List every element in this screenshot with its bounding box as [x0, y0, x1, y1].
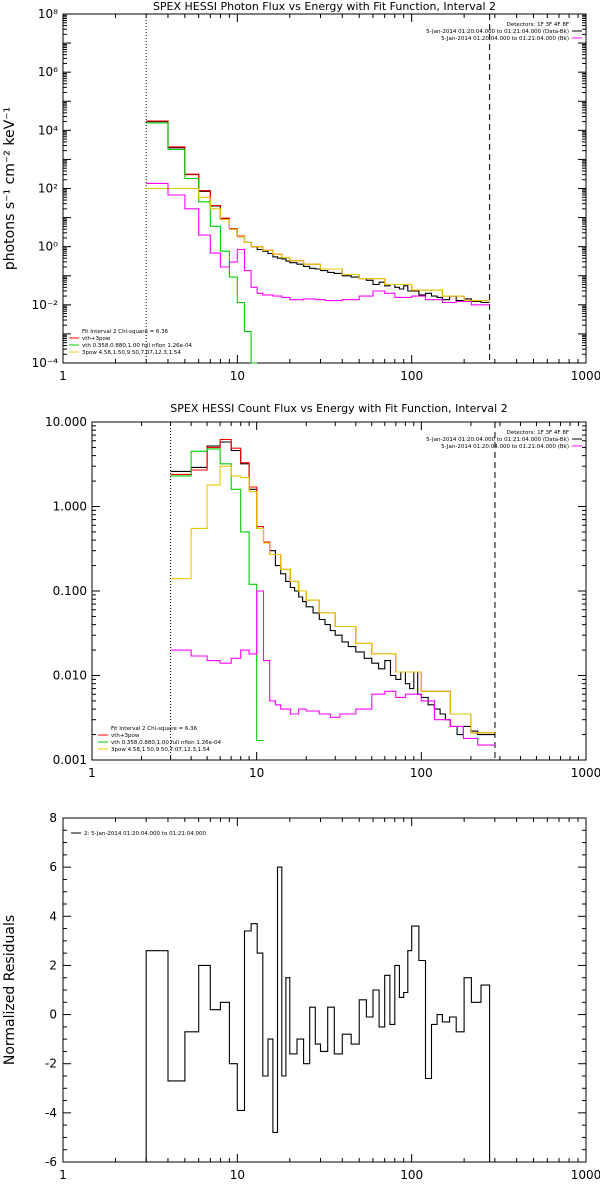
y-tick-label: 10.000 [45, 415, 87, 429]
x-tick-label: 100 [400, 369, 423, 383]
photon-flux-panel: SPEX HESSI Photon Flux vs Energy with Fi… [2, 0, 600, 383]
plot-frame [62, 817, 587, 1163]
x-tick-label: 100 [410, 766, 433, 780]
y-tick-label: 10⁻² [32, 298, 59, 312]
legend-entry: vth 0.358,0.880,1.00 full nflon 1.26e-04 [82, 343, 193, 349]
x-tick-label: 1000 [571, 766, 600, 780]
series-0-histogram [170, 441, 495, 736]
legend-entry: 2: 5-Jan-2014 01:20:04.000 to 01:21:04.0… [84, 831, 207, 837]
legend-entry: Fit Interval 2 Chi-square = 6.36 [111, 726, 198, 732]
y-tick-label: 0.001 [53, 753, 87, 767]
y-tick-label: 4 [49, 909, 57, 923]
y-tick-label: 10⁶ [38, 65, 58, 79]
plot-frame [91, 421, 587, 761]
y-axis-label: Normalized Residuals [2, 915, 18, 1065]
x-tick-label: 10 [249, 766, 264, 780]
series-3-histogram [170, 465, 495, 734]
legend-entry: 5-Jan-2014 01:20:04.000 to 01:21:04.000 … [426, 437, 569, 443]
series-3-histogram [146, 187, 490, 302]
y-tick-label: -2 [45, 1057, 57, 1071]
series-4-histogram [146, 182, 490, 306]
series-1-histogram [170, 438, 495, 734]
y-tick-label: 0.100 [53, 584, 87, 598]
y-tick-label: 10⁰ [38, 240, 58, 254]
legend-entry: 5-Jan-2014 01:20:04.000 to 01:21:04.000 … [441, 36, 569, 42]
legend-entry: 3pow 4.58,1.50,9.50,7.07,12.3,1.54 [82, 350, 181, 356]
y-tick-label: 0 [49, 1008, 57, 1022]
series-4-histogram [170, 590, 495, 746]
x-tick-label: 1 [59, 1168, 67, 1182]
y-tick-label: 1.000 [53, 500, 87, 514]
legend-entry: vth 0.358,0.880,1.00 full nflon 1.26e-04 [111, 740, 222, 746]
series-2-histogram [170, 448, 264, 742]
x-tick-label: 10 [230, 369, 245, 383]
legend-entry: 5-Jan-2014 01:20:04.000 to 01:21:04.000 … [441, 444, 569, 450]
legend-entry: 5-Jan-2014 01:20:04.000 to 01:21:04.000 … [426, 29, 569, 35]
y-tick-label: 10² [38, 182, 58, 196]
series-1-histogram [146, 120, 490, 302]
y-tick-label: -6 [45, 1155, 57, 1169]
chart-title: SPEX HESSI Count Flux vs Energy with Fit… [170, 402, 507, 415]
chart-title: SPEX HESSI Photon Flux vs Energy with Fi… [153, 0, 496, 13]
y-tick-label: 2 [49, 958, 57, 972]
legend-entry: vth+3pow [111, 733, 140, 739]
series-0-histogram [145, 866, 491, 1162]
x-tick-label: 1 [59, 369, 67, 383]
legend-entry: Detectors: 1F 3F 4F 8F [507, 430, 569, 436]
x-tick-label: 100 [400, 1168, 423, 1182]
legend-entry: Detectors: 1F 3F 4F 8F [507, 22, 569, 28]
y-tick-label: 8 [49, 811, 57, 825]
series-2-histogram [146, 122, 258, 364]
legend-entry: 3pow 4.58,1.50,9.50,7.07,12.3,1.54 [111, 747, 210, 753]
plot-frame [62, 13, 587, 364]
legend-entry: vth+3pow [82, 336, 111, 342]
y-tick-label: 0.010 [53, 669, 87, 683]
series-0-histogram [146, 121, 490, 304]
x-tick-label: 1 [88, 766, 96, 780]
y-axis-label: photons s⁻¹ cm⁻² keV⁻¹ [2, 107, 18, 270]
y-tick-label: 10⁴ [38, 123, 58, 137]
x-tick-label: 1000 [571, 369, 600, 383]
y-tick-label: -4 [45, 1106, 57, 1120]
y-tick-label: 6 [49, 860, 57, 874]
residuals-panel: 1 10 100 1000 -6 -4 -2 0 2 4 6 8 Normalized Residual… [2, 811, 600, 1182]
x-tick-label: 1000 [571, 1168, 600, 1182]
count-flux-panel: SPEX HESSI Count Flux vs Energy with Fit… [45, 402, 600, 780]
legend-entry: Fit Interval 2 Chi-square = 6.36 [82, 329, 169, 335]
y-tick-label: 10⁸ [38, 7, 58, 21]
y-tick-label: 10⁻⁴ [32, 356, 59, 370]
x-tick-label: 10 [230, 1168, 245, 1182]
